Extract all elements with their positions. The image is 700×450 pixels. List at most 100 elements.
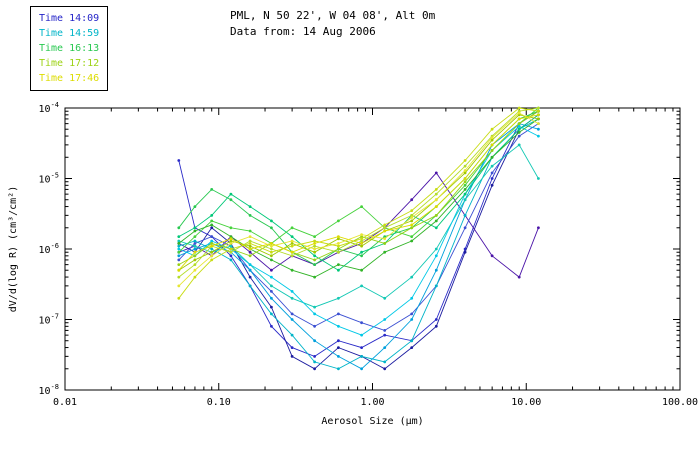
data-point xyxy=(383,367,387,371)
data-point xyxy=(360,346,363,349)
data-point xyxy=(463,226,467,230)
data-point xyxy=(177,254,181,258)
x-axis-title: Aerosol Size (µm) xyxy=(321,416,423,427)
series-line xyxy=(178,144,539,308)
data-point xyxy=(210,242,214,245)
data-point xyxy=(248,229,252,233)
data-point xyxy=(229,239,233,243)
plot-frame xyxy=(64,107,681,391)
data-point xyxy=(210,247,214,251)
data-point xyxy=(434,188,438,191)
data-point xyxy=(337,355,340,358)
data-point xyxy=(193,268,197,272)
data-point xyxy=(517,124,521,128)
data-point xyxy=(410,239,414,243)
data-point xyxy=(517,275,521,279)
data-point xyxy=(434,192,438,196)
data-point xyxy=(490,171,494,175)
data-point xyxy=(537,122,540,125)
data-point xyxy=(490,183,494,187)
data-point xyxy=(490,149,494,152)
data-point xyxy=(410,296,414,300)
data-point xyxy=(210,258,214,262)
data-point xyxy=(313,305,316,309)
data-point xyxy=(517,127,521,131)
data-point xyxy=(248,284,252,288)
data-point xyxy=(490,155,494,159)
data-point xyxy=(290,296,294,300)
data-point xyxy=(229,242,233,245)
data-point xyxy=(193,258,197,262)
x-tick-label: 0.10 xyxy=(207,397,231,408)
data-point xyxy=(463,250,467,254)
data-point xyxy=(313,242,316,245)
legend-item: Time 17:12 xyxy=(39,58,100,69)
data-point xyxy=(177,242,181,245)
series xyxy=(177,113,540,272)
series xyxy=(177,106,540,279)
data-point xyxy=(248,235,252,239)
data-point xyxy=(270,284,273,288)
series xyxy=(177,106,540,300)
data-point xyxy=(337,237,340,241)
data-point xyxy=(290,239,294,243)
data-point xyxy=(383,235,387,239)
data-point xyxy=(177,235,181,239)
data-point xyxy=(517,131,521,134)
data-point xyxy=(177,263,181,266)
data-point xyxy=(313,367,316,371)
data-point xyxy=(463,192,467,196)
data-point xyxy=(193,244,197,248)
data-point xyxy=(434,254,438,258)
chart-header: PML, N 50 22', W 04 08', Alt 0m Data fro… xyxy=(230,8,435,40)
data-point xyxy=(383,318,387,321)
data-point xyxy=(290,242,294,245)
data-point xyxy=(229,226,233,230)
data-point xyxy=(248,242,252,245)
data-point xyxy=(490,127,494,131)
data-point xyxy=(360,250,363,254)
data-point xyxy=(210,226,214,230)
data-point xyxy=(248,254,252,258)
data-point xyxy=(434,268,438,272)
data-point xyxy=(177,159,181,162)
data-point xyxy=(337,244,340,248)
data-point xyxy=(410,216,414,219)
data-point xyxy=(210,214,214,217)
x-tick-label: 1.00 xyxy=(360,397,384,408)
data-point xyxy=(410,214,414,217)
y-axis-labels: 10-8 10-7 10-6 10-5 10-4 xyxy=(39,101,59,397)
data-point xyxy=(337,235,340,239)
data-point xyxy=(360,284,363,288)
data-point xyxy=(270,268,273,272)
data-point xyxy=(537,177,540,180)
data-point xyxy=(193,263,197,266)
data-point xyxy=(434,219,438,223)
legend: Time 14:09 Time 14:59 Time 16:13 Time 17:12… xyxy=(30,6,109,91)
data-point xyxy=(360,355,363,358)
data-point xyxy=(517,134,521,138)
y-tick-label: 10-7 xyxy=(39,313,59,327)
data-point xyxy=(463,177,467,180)
data-point xyxy=(463,180,467,184)
data-point xyxy=(463,164,467,168)
series xyxy=(177,171,540,279)
data-point xyxy=(537,109,540,113)
data-point xyxy=(383,237,387,241)
data-point xyxy=(313,312,316,316)
data-point xyxy=(360,321,363,325)
data-point xyxy=(229,247,233,251)
y-axis xyxy=(65,107,680,391)
data-point xyxy=(270,242,273,245)
data-point xyxy=(210,250,214,254)
chart-title: PML, N 50 22', W 04 08', Alt 0m xyxy=(230,9,436,22)
data-point xyxy=(177,250,181,254)
data-point xyxy=(177,268,181,272)
data-point xyxy=(434,318,438,321)
data-point xyxy=(360,268,363,272)
data-point xyxy=(193,205,197,209)
data-point xyxy=(229,254,233,258)
data-point xyxy=(270,226,273,230)
data-point xyxy=(410,346,414,349)
data-point xyxy=(337,367,340,371)
